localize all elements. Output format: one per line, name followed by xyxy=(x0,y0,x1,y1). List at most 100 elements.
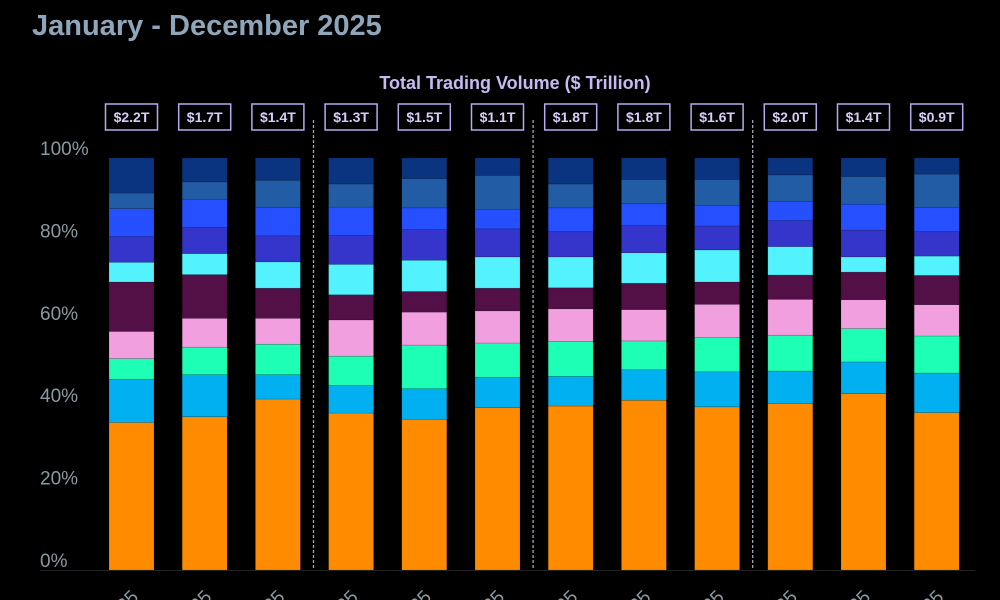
bar-segment xyxy=(401,207,448,230)
bar-segment xyxy=(401,418,448,571)
bar-segment xyxy=(913,173,960,208)
x-tick-label: 25 xyxy=(918,587,948,600)
bar-segment xyxy=(255,207,301,237)
bar-segment xyxy=(401,291,448,313)
bar-segment xyxy=(547,183,594,209)
y-tick-label: 0% xyxy=(40,551,68,572)
bar-segment xyxy=(913,372,960,413)
bar-segment xyxy=(694,303,740,338)
y-tick-label: 100% xyxy=(40,139,89,160)
bar-segment xyxy=(474,175,521,210)
bar-segment xyxy=(474,228,521,258)
bar-segment xyxy=(401,311,448,346)
bar-segment xyxy=(401,229,448,261)
bar-segment xyxy=(840,203,887,231)
bar-segment xyxy=(255,261,301,289)
bar-segment xyxy=(694,205,740,227)
bar-segment xyxy=(474,209,521,230)
bar-segment xyxy=(840,256,887,273)
bar-segment xyxy=(621,340,667,371)
bar-segment xyxy=(840,328,887,363)
bar-segment xyxy=(621,203,667,226)
bar-segment xyxy=(767,200,814,221)
bar-segment xyxy=(401,178,448,209)
bar-segment xyxy=(694,337,740,373)
bar-segment xyxy=(547,308,594,342)
bar-segment xyxy=(694,371,740,408)
bar-segment xyxy=(767,370,814,404)
bar-segment xyxy=(913,412,960,571)
bar-segment xyxy=(694,225,740,251)
bar-segment xyxy=(840,176,887,205)
bar-segment xyxy=(913,304,960,337)
bar-segment xyxy=(108,331,155,359)
y-tick-label: 20% xyxy=(40,469,78,490)
volume-label: $1.1T xyxy=(480,109,516,125)
bar-segment xyxy=(181,181,228,200)
bar-segment xyxy=(474,376,521,408)
bar-segment xyxy=(328,412,374,571)
bar-segment xyxy=(328,183,374,208)
x-tick-label: 25 xyxy=(772,587,802,600)
bar-segment xyxy=(474,342,521,378)
bar-segment xyxy=(694,281,740,305)
bar-segment xyxy=(547,405,594,571)
bar-segment xyxy=(181,374,228,418)
y-tick-label: 80% xyxy=(40,221,78,242)
bar-segment xyxy=(621,369,667,401)
x-tick-label: 25 xyxy=(333,587,363,600)
y-tick-label: 60% xyxy=(40,304,78,325)
bar-segment xyxy=(767,246,814,276)
bar-segment xyxy=(694,179,740,206)
x-tick-label: 25 xyxy=(479,587,509,600)
x-tick-label: 25 xyxy=(552,587,582,600)
bar-segment xyxy=(547,256,594,289)
bar-segment xyxy=(621,179,667,205)
bar-segment xyxy=(108,236,155,263)
bar-segment xyxy=(840,157,887,177)
volume-label-box xyxy=(470,103,525,131)
bar-segment xyxy=(328,355,374,386)
bar-segment xyxy=(621,225,667,254)
bar-segment xyxy=(108,261,155,283)
bar-segment xyxy=(840,361,887,394)
bar-segment xyxy=(694,249,740,283)
bar-segment xyxy=(913,275,960,305)
bar-segment xyxy=(401,344,448,390)
bar-segment xyxy=(767,220,814,247)
bar-segment xyxy=(840,393,887,571)
chart-title: January - December 2025 xyxy=(32,10,382,42)
bar-segment xyxy=(181,253,228,275)
bar-segment xyxy=(328,206,374,236)
bar-segment xyxy=(547,207,594,233)
bar-segment xyxy=(255,235,301,263)
bar-segment xyxy=(840,271,887,301)
bar-segment xyxy=(767,157,814,176)
bar-segment xyxy=(767,274,814,300)
bar-segment xyxy=(255,398,301,571)
volume-label-box xyxy=(251,103,305,131)
bar-segment xyxy=(474,310,521,344)
volume-label: $1.4T xyxy=(846,109,882,125)
volume-label: $1.4T xyxy=(260,109,296,125)
bar-segment xyxy=(913,255,960,276)
bar-segment xyxy=(328,385,374,414)
x-tick-label: 25 xyxy=(113,587,143,600)
bar-segment xyxy=(547,341,594,377)
bar-segment xyxy=(108,281,155,332)
bar-segment xyxy=(547,157,594,185)
bar-segment xyxy=(328,263,374,296)
bar-segment xyxy=(108,358,155,380)
bar-segment xyxy=(181,157,228,183)
volume-label-box xyxy=(177,103,232,131)
bar-segment xyxy=(840,229,887,258)
bar-segment xyxy=(255,157,301,181)
x-tick-label: 25 xyxy=(845,587,875,600)
bar-segment xyxy=(401,157,448,179)
bar-segment xyxy=(840,299,887,329)
volume-label: $1.5T xyxy=(406,109,442,125)
volume-label: $1.8T xyxy=(626,109,662,125)
bar-segment xyxy=(181,274,228,319)
x-tick-label: 25 xyxy=(186,587,216,600)
bar-segment xyxy=(474,157,521,176)
